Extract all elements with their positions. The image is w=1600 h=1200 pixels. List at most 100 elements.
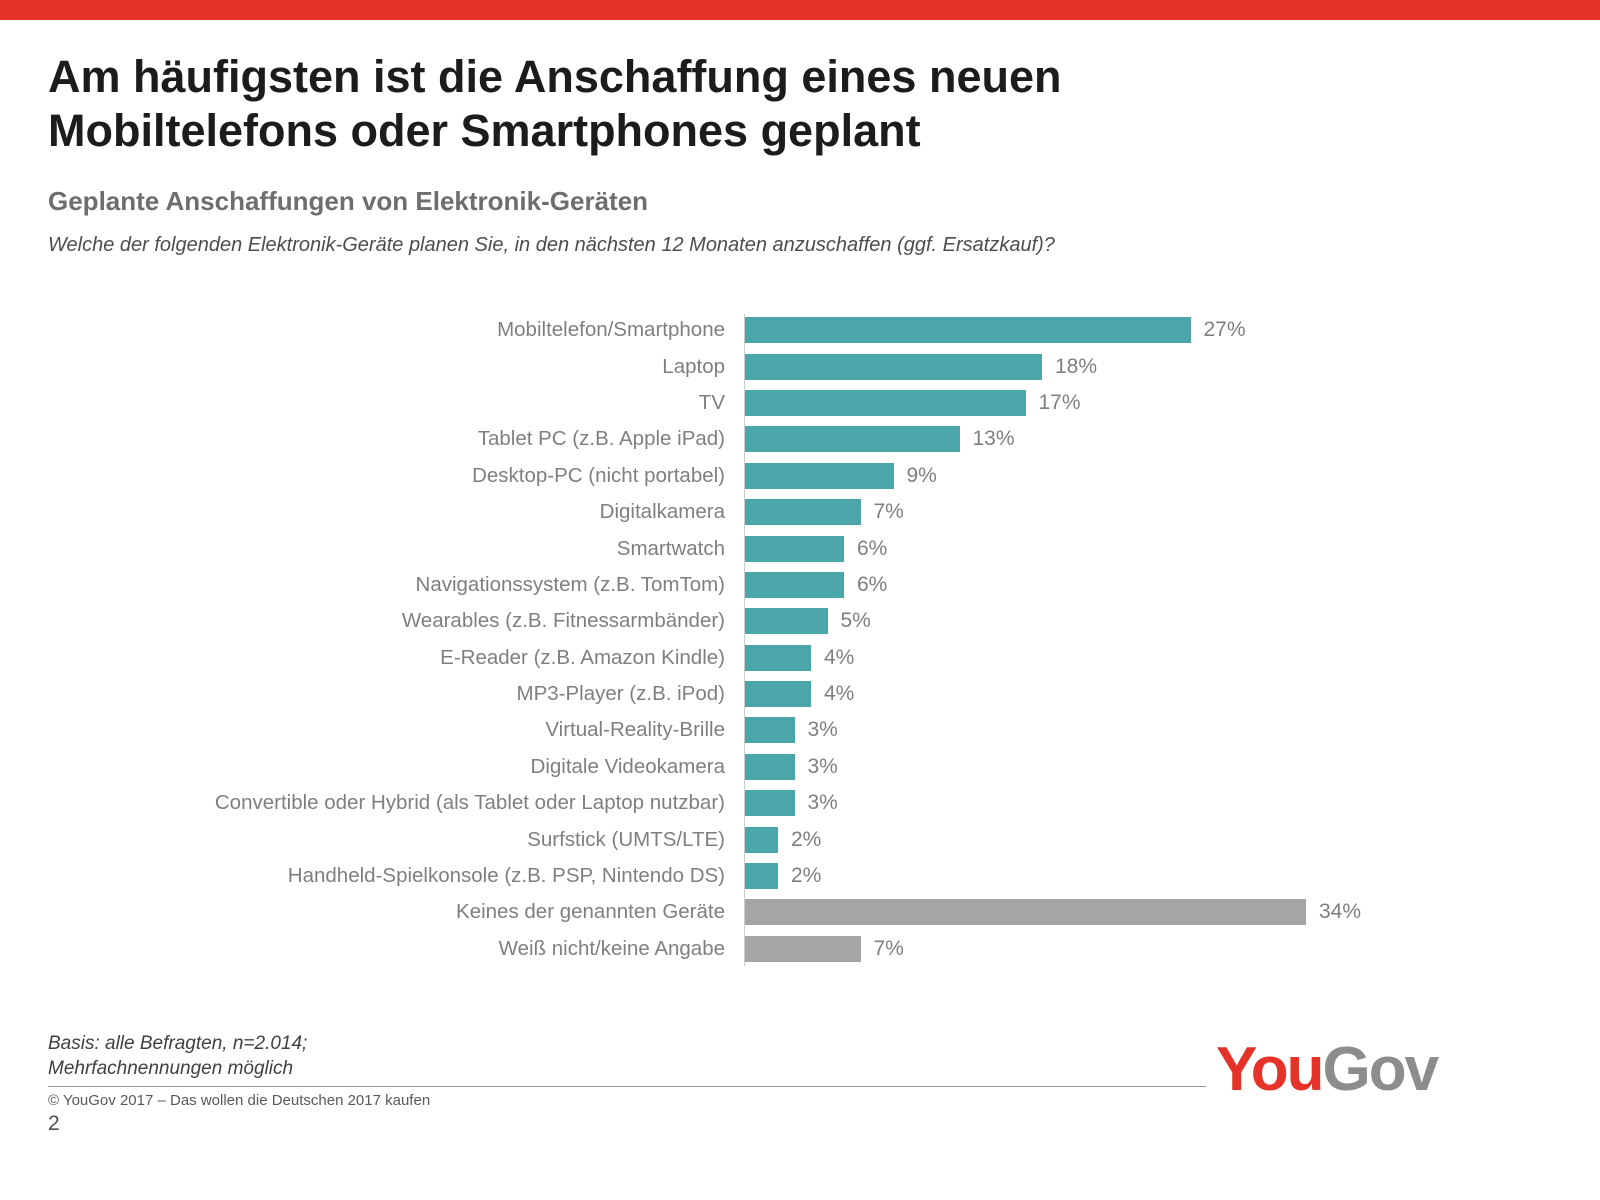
chart-row: Surfstick (UMTS/LTE) 2% — [0, 821, 1600, 857]
value-label: 2% — [791, 864, 822, 888]
value-label: 17% — [1038, 390, 1081, 414]
bar — [745, 863, 778, 890]
basis-note: Basis: alle Befragten, n=2.014; Mehrfach… — [48, 1032, 307, 1081]
bar — [745, 499, 861, 526]
value-label: 27% — [1203, 318, 1246, 342]
bar — [745, 644, 811, 671]
bar — [745, 353, 1042, 380]
chart-row: Digitalkamera 7% — [0, 494, 1600, 530]
value-label: 6% — [857, 572, 888, 596]
bar-area: 7% — [745, 499, 1600, 526]
bar-area: 34% — [745, 899, 1600, 926]
page-title: Am häufigsten ist die Anschaffung eines … — [48, 50, 1348, 158]
bar — [745, 317, 1191, 344]
value-label: 6% — [857, 536, 888, 560]
bar-area: 6% — [745, 535, 1600, 562]
chart-row: Tablet PC (z.B. Apple iPad) 13% — [0, 421, 1600, 457]
bar — [745, 608, 828, 635]
value-label: 34% — [1319, 900, 1362, 924]
bar — [745, 717, 795, 744]
bar — [745, 753, 795, 780]
category-label: Laptop — [662, 354, 725, 378]
chart-row: Mobiltelefon/Smartphone 27% — [0, 312, 1600, 348]
survey-question: Welche der folgenden Elektronik-Geräte p… — [48, 234, 1055, 256]
basis-note-line2: Mehrfachnennungen möglich — [48, 1057, 294, 1079]
chart-row: Virtual-Reality-Brille 3% — [0, 712, 1600, 748]
bar — [745, 826, 778, 853]
value-label: 18% — [1055, 354, 1098, 378]
logo-gov: Gov — [1322, 1035, 1440, 1104]
bar — [745, 935, 861, 962]
bar-area: 9% — [745, 462, 1600, 489]
category-label: Mobiltelefon/Smartphone — [497, 318, 725, 342]
yougov-logo: YouGov — [1216, 1034, 1440, 1105]
value-label: 9% — [906, 463, 937, 487]
chart-row: Smartwatch 6% — [0, 530, 1600, 566]
value-label: 2% — [791, 827, 822, 851]
bar-chart: Mobiltelefon/Smartphone 27% Laptop 18% TV 17%… — [0, 312, 1600, 967]
chart-row: Navigationssystem (z.B. TomTom) 6% — [0, 567, 1600, 603]
bar-area: 3% — [745, 753, 1600, 780]
chart-row: Keines der genannten Geräte 34% — [0, 894, 1600, 930]
chart-row: Wearables (z.B. Fitnessarmbänder) 5% — [0, 603, 1600, 639]
bar-area: 3% — [745, 717, 1600, 744]
chart-rows: Mobiltelefon/Smartphone 27% Laptop 18% TV 17%… — [0, 312, 1600, 967]
category-label: Desktop-PC (nicht portabel) — [472, 463, 725, 487]
category-label: Convertible oder Hybrid (als Tablet oder… — [214, 791, 725, 815]
page-title-line2: Mobiltelefons oder Smartphones geplant — [48, 105, 921, 156]
category-label: Tablet PC (z.B. Apple iPad) — [477, 427, 725, 451]
value-label: 13% — [972, 427, 1015, 451]
category-label: Smartwatch — [616, 536, 725, 560]
bar — [745, 571, 844, 598]
value-label: 3% — [807, 791, 838, 815]
value-label: 4% — [824, 645, 855, 669]
footer-divider — [48, 1086, 1206, 1087]
category-label: Weiß nicht/keine Angabe — [498, 936, 725, 960]
bar-area: 18% — [745, 353, 1600, 380]
bar — [745, 426, 960, 453]
copyright-text: © YouGov 2017 – Das wollen die Deutschen… — [48, 1092, 431, 1109]
bar-area: 4% — [745, 644, 1600, 671]
page-number: 2 — [48, 1112, 60, 1135]
value-label: 3% — [807, 718, 838, 742]
chart-row: Weiß nicht/keine Angabe 7% — [0, 931, 1600, 967]
chart-row: Desktop-PC (nicht portabel) 9% — [0, 458, 1600, 494]
value-label: 7% — [873, 500, 904, 524]
bar — [745, 535, 844, 562]
category-label: MP3-Player (z.B. iPod) — [516, 682, 725, 706]
value-label: 3% — [807, 754, 838, 778]
basis-note-line1: Basis: alle Befragten, n=2.014; — [48, 1033, 308, 1054]
chart-row: MP3-Player (z.B. iPod) 4% — [0, 676, 1600, 712]
chart-row: Handheld-Spielkonsole (z.B. PSP, Nintend… — [0, 858, 1600, 894]
chart-subtitle: Geplante Anschaffungen von Elektronik-Ge… — [48, 186, 649, 216]
category-label: TV — [698, 390, 725, 414]
chart-axis-line — [744, 314, 745, 966]
category-label: Wearables (z.B. Fitnessarmbänder) — [401, 609, 725, 633]
category-label: Digitale Videokamera — [530, 754, 725, 778]
chart-row: Laptop 18% — [0, 348, 1600, 384]
bar — [745, 899, 1306, 926]
category-label: Surfstick (UMTS/LTE) — [527, 827, 725, 851]
category-label: E-Reader (z.B. Amazon Kindle) — [440, 645, 725, 669]
bar — [745, 389, 1026, 416]
value-label: 4% — [824, 682, 855, 706]
category-label: Navigationssystem (z.B. TomTom) — [415, 572, 725, 596]
logo-you: You — [1216, 1035, 1324, 1104]
bar-area: 27% — [745, 317, 1600, 344]
bar-area: 5% — [745, 608, 1600, 635]
category-label: Handheld-Spielkonsole (z.B. PSP, Nintend… — [287, 864, 725, 888]
bar — [745, 790, 795, 817]
chart-row: TV 17% — [0, 385, 1600, 421]
bar-area: 13% — [745, 426, 1600, 453]
category-label: Keines der genannten Geräte — [456, 900, 725, 924]
value-label: 5% — [840, 609, 871, 633]
bar-area: 2% — [745, 826, 1600, 853]
bar-area: 3% — [745, 790, 1600, 817]
bar — [745, 462, 894, 489]
bar-area: 17% — [745, 389, 1600, 416]
chart-row: Digitale Videokamera 3% — [0, 749, 1600, 785]
bar-area: 7% — [745, 935, 1600, 962]
page-title-line1: Am häufigsten ist die Anschaffung eines … — [48, 51, 1062, 102]
bar-area: 4% — [745, 681, 1600, 708]
